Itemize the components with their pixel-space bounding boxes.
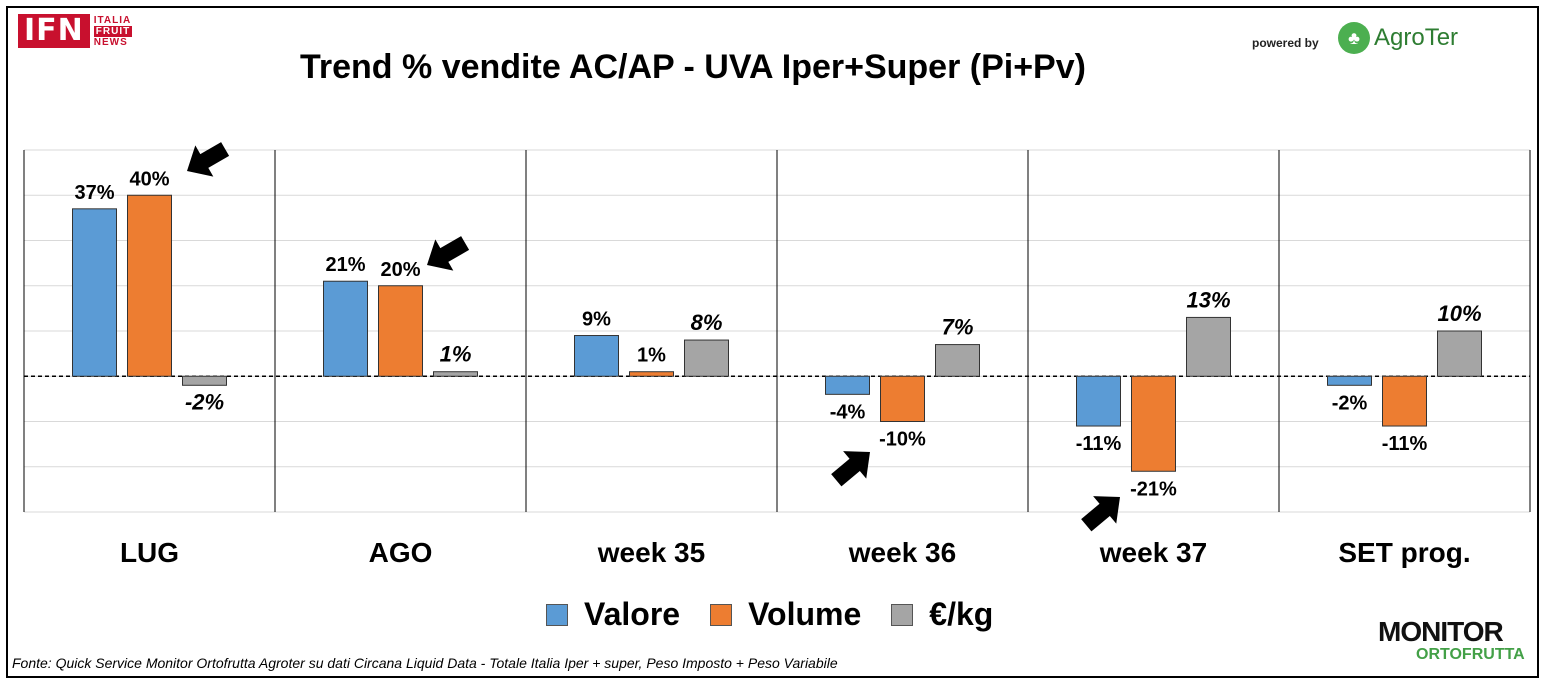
ifn-logo-line: NEWS: [93, 36, 128, 48]
chart-title: Trend % vendite AC/AP - UVA Iper+Super (…: [300, 48, 1086, 86]
bar-kg: [1186, 316, 1231, 377]
data-label: -4%: [830, 401, 866, 423]
arrow-shape: [831, 451, 870, 487]
data-label: -10%: [879, 429, 926, 451]
bar-kg: [1437, 330, 1482, 377]
bar-valore: [1327, 375, 1372, 386]
legend-item-volume: Volume: [710, 596, 861, 633]
annotation-arrow-icon: [187, 142, 230, 177]
arrow-shape: [1081, 496, 1120, 532]
ifn-logo: IFN ITALIA FRUIT NEWS: [18, 14, 133, 48]
annotation-arrow-icon: [831, 451, 870, 487]
bar-volume: [1131, 375, 1176, 472]
bar-volume: [1382, 375, 1427, 427]
data-label: -2%: [1332, 392, 1368, 414]
data-label: 21%: [325, 254, 365, 276]
bar-valore: [1076, 375, 1121, 427]
bar-kg: [935, 344, 980, 377]
chart-frame: [6, 6, 1539, 678]
legend-item-eurokg: €/kg: [891, 596, 993, 633]
x-tick-label: week 36: [848, 537, 956, 568]
ifn-logo-text: ITALIA FRUIT NEWS: [93, 14, 133, 48]
monitor-logo-line2: ORTOFRUTTA: [1416, 646, 1525, 663]
data-label: -11%: [1076, 433, 1122, 455]
monitor-ortofrutta-logo: MONITOR ORTOFRUTTA: [1378, 618, 1525, 665]
bar-valore: [72, 208, 117, 377]
monitor-logo-line1: MONITOR: [1378, 616, 1504, 647]
data-label: 1%: [440, 342, 472, 367]
data-label: -21%: [1130, 478, 1177, 500]
powered-by-label: powered by: [1252, 36, 1319, 50]
data-label: 8%: [691, 310, 723, 335]
arrow-shape: [187, 142, 230, 177]
ifn-logo-mark: IFN: [18, 14, 90, 48]
x-tick-label: AGO: [369, 537, 433, 568]
x-tick-label: week 35: [597, 537, 705, 568]
bar-volume: [629, 371, 674, 377]
source-footnote: Fonte: Quick Service Monitor Ortofrutta …: [12, 655, 838, 671]
data-label: -11%: [1382, 433, 1428, 455]
data-label: 40%: [129, 168, 169, 190]
legend-swatch-eurokg: [891, 603, 914, 626]
legend-item-valore: Valore: [546, 596, 680, 633]
data-label: 20%: [380, 259, 420, 281]
bar-kg: [684, 339, 729, 377]
ifn-logo-line: FRUIT: [93, 25, 133, 37]
bar-valore: [323, 280, 368, 377]
data-label: 9%: [582, 309, 611, 331]
ifn-logo-line: ITALIA: [93, 14, 132, 26]
bar-kg: [433, 371, 478, 377]
legend-label-volume: Volume: [748, 596, 862, 632]
legend-swatch-volume: [710, 603, 733, 626]
x-tick-label: SET prog.: [1338, 537, 1470, 568]
data-label: 37%: [74, 182, 114, 204]
annotation-arrow-icon: [1081, 496, 1120, 532]
annotation-arrow-icon: [427, 236, 470, 271]
bar-valore: [825, 375, 870, 395]
arrow-shape: [427, 236, 470, 271]
bar-volume: [880, 375, 925, 422]
x-tick-label: week 37: [1099, 537, 1207, 568]
x-tick-label: LUG: [120, 537, 179, 568]
data-label: 10%: [1437, 301, 1481, 326]
data-label: -2%: [185, 389, 224, 414]
data-label: 7%: [942, 315, 974, 340]
bar-kg: [182, 375, 227, 386]
bar-volume: [127, 194, 172, 377]
bar-valore: [574, 335, 619, 377]
agroter-logo: ♣ AgroTer: [1338, 22, 1458, 54]
data-label: 13%: [1186, 287, 1230, 312]
tree-icon: ♣: [1338, 22, 1370, 54]
agroter-logo-text: AgroTer: [1374, 24, 1459, 51]
data-label: 1%: [637, 345, 666, 367]
legend-label-eurokg: €/kg: [929, 596, 994, 632]
legend-swatch-valore: [546, 603, 568, 626]
chart-legend: Valore Volume €/kg: [546, 596, 1023, 633]
legend-label-valore: Valore: [584, 596, 681, 632]
bar-volume: [378, 285, 423, 377]
